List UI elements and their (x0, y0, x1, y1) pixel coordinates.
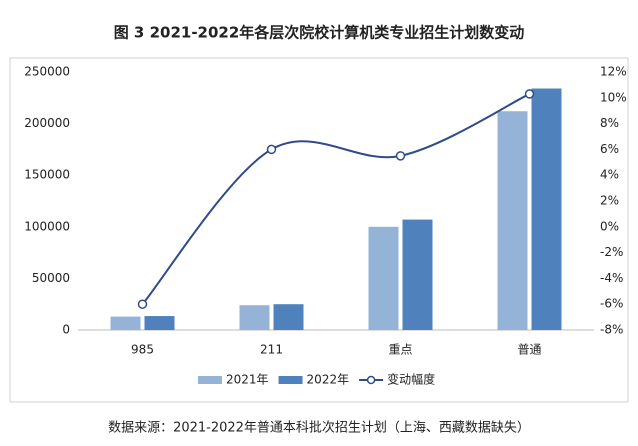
y2-tick-label: -8% (600, 323, 623, 337)
bar (497, 111, 528, 330)
y-tick-label: 50000 (32, 271, 70, 285)
line-marker (395, 151, 406, 161)
x-tick-label: 重点 (388, 343, 412, 357)
line-marker (266, 144, 277, 155)
y2-tick-label: 0% (600, 219, 619, 233)
legend-swatch (278, 376, 303, 384)
y-tick-label: 250000 (24, 65, 70, 79)
y2-tick-label: -6% (600, 297, 623, 311)
line-marker (137, 299, 148, 309)
chart-frame (9, 57, 629, 403)
bar (144, 316, 175, 330)
legend-label: 2022年 (307, 373, 350, 387)
bar (402, 219, 433, 330)
y2-tick-label: 2% (600, 194, 619, 208)
x-tick-label: 普通 (517, 343, 541, 357)
bar (531, 88, 562, 331)
bar (110, 316, 141, 330)
line-marker (524, 89, 535, 99)
legend-swatch (366, 375, 376, 385)
y2-tick-label: -2% (600, 245, 623, 259)
x-tick-label: 985 (131, 343, 154, 357)
line (141, 93, 530, 305)
chart-title: 图 3 2021-2022年各层次院校计算机类专业招生计划数变动 (114, 24, 525, 42)
legend-label: 2021年 (226, 373, 269, 387)
y2-tick-label: 12% (600, 65, 627, 79)
legend-swatch (198, 376, 222, 384)
y2-tick-label: 6% (600, 142, 619, 156)
y-tick-label: 200000 (24, 116, 70, 130)
y2-tick-label: 10% (600, 90, 627, 104)
y2-tick-label: 4% (600, 168, 619, 182)
legend-label: 变动幅度 (387, 372, 435, 387)
bar (368, 226, 399, 330)
y-tick-label: 0 (62, 323, 70, 337)
y2-tick-label: 8% (600, 116, 619, 130)
y2-tick-label: -4% (600, 271, 623, 285)
x-tick-label: 211 (260, 343, 283, 357)
bar (239, 305, 270, 330)
y-tick-label: 150000 (24, 168, 70, 182)
source-note: 数据来源：2021-2022年普通本科批次招生计划（上海、西藏数据缺失） (108, 420, 530, 436)
bar (273, 304, 304, 330)
y-tick-label: 100000 (24, 219, 70, 233)
